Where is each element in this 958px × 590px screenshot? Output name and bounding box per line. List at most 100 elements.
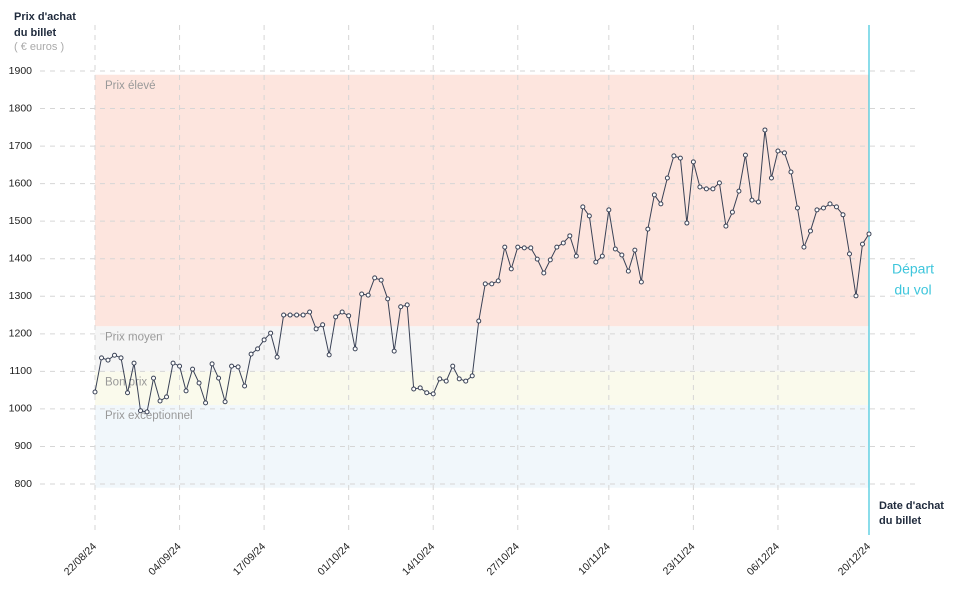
point xyxy=(534,256,540,262)
point xyxy=(508,266,514,272)
point xyxy=(586,213,592,219)
point xyxy=(625,268,631,274)
point xyxy=(391,348,397,354)
point xyxy=(216,375,222,381)
point xyxy=(255,346,261,352)
point xyxy=(333,314,339,320)
point xyxy=(827,201,833,207)
point xyxy=(346,313,352,319)
annotation: du vol xyxy=(894,282,931,298)
point xyxy=(840,212,846,218)
point xyxy=(203,400,209,406)
point xyxy=(235,364,241,370)
point xyxy=(307,309,313,315)
point xyxy=(372,275,378,281)
y-tick-label: 1500 xyxy=(9,215,33,227)
point xyxy=(671,153,677,159)
point xyxy=(209,361,215,367)
point xyxy=(768,175,774,181)
point xyxy=(632,247,638,253)
point xyxy=(716,180,722,186)
point xyxy=(645,226,651,232)
point xyxy=(320,322,326,328)
point xyxy=(463,378,469,384)
point xyxy=(281,312,287,318)
point xyxy=(723,223,729,229)
point xyxy=(697,184,703,190)
point xyxy=(326,352,332,358)
point xyxy=(521,245,527,251)
y-tick-label: 1600 xyxy=(9,177,33,189)
point xyxy=(411,386,417,392)
y-tick-label: 900 xyxy=(14,440,32,452)
point xyxy=(398,304,404,310)
point xyxy=(164,394,170,400)
y-tick-label: 1400 xyxy=(9,253,33,265)
y-tick-label: 1700 xyxy=(9,140,33,152)
point xyxy=(580,204,586,210)
point xyxy=(489,281,495,287)
point xyxy=(755,199,761,205)
point xyxy=(437,376,443,382)
point xyxy=(788,169,794,175)
point xyxy=(703,186,709,192)
point xyxy=(658,201,664,207)
x-tick-label: 17/09/24 xyxy=(231,540,268,577)
point xyxy=(125,390,131,396)
point xyxy=(443,378,449,384)
point xyxy=(593,259,599,265)
point xyxy=(112,352,118,358)
point xyxy=(619,252,625,258)
point xyxy=(196,380,202,386)
point xyxy=(359,291,365,297)
point xyxy=(833,204,839,210)
point xyxy=(567,233,573,239)
point xyxy=(417,385,423,391)
point xyxy=(151,375,157,381)
point xyxy=(541,270,547,276)
point xyxy=(573,253,579,259)
point xyxy=(606,207,612,213)
y-tick-label: 1900 xyxy=(9,65,33,77)
point xyxy=(710,186,716,192)
point xyxy=(385,296,391,302)
point xyxy=(105,357,111,363)
x-tick-label: 27/10/24 xyxy=(484,540,521,577)
point xyxy=(742,152,748,158)
point xyxy=(528,245,534,251)
x-tick-label: 10/11/24 xyxy=(576,540,613,577)
point xyxy=(814,207,820,213)
point xyxy=(138,408,144,414)
point xyxy=(612,246,618,252)
point xyxy=(183,388,189,394)
y-tick-label: 1100 xyxy=(9,365,32,377)
annotation: Départ xyxy=(892,261,934,277)
band xyxy=(95,371,869,406)
point xyxy=(287,312,293,318)
point xyxy=(424,390,430,396)
point xyxy=(820,205,826,211)
point xyxy=(729,209,735,215)
point xyxy=(177,363,183,369)
point xyxy=(190,366,196,372)
x-tick-label: 04/09/24 xyxy=(146,540,183,577)
point xyxy=(736,188,742,194)
point xyxy=(515,244,521,250)
point xyxy=(690,159,696,165)
point xyxy=(749,197,755,203)
point xyxy=(801,244,807,250)
point xyxy=(242,383,248,389)
point xyxy=(378,277,384,283)
point xyxy=(469,373,475,379)
point xyxy=(781,150,787,156)
x-title-1: Date d'achat xyxy=(879,500,944,512)
band xyxy=(95,74,869,327)
point xyxy=(268,330,274,336)
point xyxy=(365,292,371,298)
point xyxy=(560,240,566,246)
point xyxy=(300,312,306,318)
point xyxy=(762,127,768,133)
x-tick-label: 01/10/24 xyxy=(315,540,352,577)
point xyxy=(554,244,560,250)
